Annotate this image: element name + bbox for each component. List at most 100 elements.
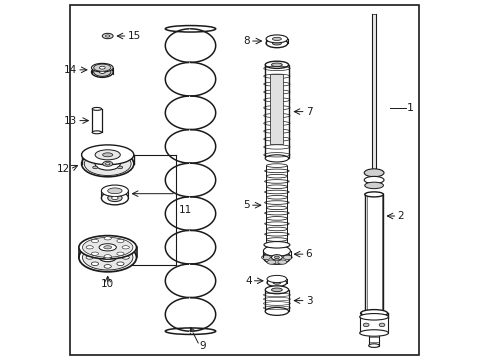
Ellipse shape <box>264 286 288 294</box>
Ellipse shape <box>94 68 111 76</box>
Ellipse shape <box>266 275 286 283</box>
Ellipse shape <box>263 246 290 256</box>
Ellipse shape <box>122 256 129 259</box>
Ellipse shape <box>360 310 387 317</box>
Ellipse shape <box>274 256 279 259</box>
Ellipse shape <box>364 192 383 197</box>
Ellipse shape <box>122 246 129 249</box>
Ellipse shape <box>266 251 275 255</box>
Ellipse shape <box>107 194 122 202</box>
Ellipse shape <box>92 108 102 111</box>
Ellipse shape <box>91 249 99 253</box>
Ellipse shape <box>264 155 288 162</box>
Ellipse shape <box>359 330 387 336</box>
Text: 4: 4 <box>244 276 251 286</box>
Ellipse shape <box>104 247 111 250</box>
Ellipse shape <box>81 151 134 177</box>
Text: 7: 7 <box>305 107 312 117</box>
Ellipse shape <box>79 236 136 259</box>
Ellipse shape <box>91 67 113 77</box>
Ellipse shape <box>283 255 292 260</box>
Text: 9: 9 <box>199 341 206 351</box>
Ellipse shape <box>105 163 110 165</box>
Ellipse shape <box>99 244 116 251</box>
Ellipse shape <box>95 150 120 160</box>
Ellipse shape <box>277 260 286 264</box>
Ellipse shape <box>117 249 124 253</box>
Ellipse shape <box>99 253 116 262</box>
Ellipse shape <box>364 182 383 189</box>
Ellipse shape <box>102 153 113 157</box>
Ellipse shape <box>107 188 122 194</box>
Ellipse shape <box>265 35 287 43</box>
Ellipse shape <box>102 33 113 39</box>
Ellipse shape <box>277 251 286 255</box>
Ellipse shape <box>86 246 93 249</box>
Ellipse shape <box>84 152 131 175</box>
Text: 12: 12 <box>57 164 70 174</box>
Text: 8: 8 <box>243 36 249 46</box>
Bar <box>266 166 287 245</box>
Text: 2: 2 <box>397 211 403 221</box>
Text: 11: 11 <box>179 205 192 215</box>
Bar <box>264 290 288 311</box>
Ellipse shape <box>359 314 387 320</box>
Ellipse shape <box>261 255 270 260</box>
Ellipse shape <box>79 243 136 272</box>
Ellipse shape <box>118 166 122 168</box>
Ellipse shape <box>271 288 282 292</box>
Ellipse shape <box>364 169 383 177</box>
Ellipse shape <box>99 71 105 73</box>
Text: 3: 3 <box>305 296 312 306</box>
Ellipse shape <box>91 239 99 243</box>
Ellipse shape <box>91 262 99 266</box>
Ellipse shape <box>91 63 113 72</box>
Ellipse shape <box>263 251 290 264</box>
Text: 15: 15 <box>127 31 141 41</box>
Ellipse shape <box>86 256 93 259</box>
Ellipse shape <box>102 161 113 166</box>
Ellipse shape <box>117 262 124 266</box>
Ellipse shape <box>104 265 111 268</box>
Ellipse shape <box>364 176 383 184</box>
Bar <box>368 317 379 346</box>
Text: 10: 10 <box>101 279 114 289</box>
Ellipse shape <box>105 35 110 37</box>
Text: 6: 6 <box>305 249 312 259</box>
Ellipse shape <box>117 239 124 243</box>
Text: 5: 5 <box>243 200 249 210</box>
Bar <box>92 109 102 132</box>
Ellipse shape <box>360 314 387 321</box>
Ellipse shape <box>264 307 288 315</box>
Bar <box>264 65 288 158</box>
Ellipse shape <box>92 131 102 134</box>
Bar <box>270 74 283 144</box>
Ellipse shape <box>82 245 133 270</box>
Text: 13: 13 <box>64 116 77 126</box>
Bar <box>364 194 383 313</box>
Ellipse shape <box>264 61 288 68</box>
Ellipse shape <box>117 252 124 255</box>
Ellipse shape <box>105 156 110 158</box>
Ellipse shape <box>266 260 275 264</box>
Ellipse shape <box>272 281 280 284</box>
Ellipse shape <box>265 39 287 48</box>
Ellipse shape <box>99 66 105 69</box>
Ellipse shape <box>103 246 111 249</box>
Ellipse shape <box>272 37 281 41</box>
Ellipse shape <box>266 279 286 287</box>
Ellipse shape <box>378 323 384 327</box>
Ellipse shape <box>94 64 111 71</box>
Ellipse shape <box>93 166 98 168</box>
Ellipse shape <box>101 191 128 205</box>
Ellipse shape <box>81 145 134 165</box>
Ellipse shape <box>111 197 118 199</box>
Ellipse shape <box>271 63 282 67</box>
Bar <box>359 317 387 333</box>
Ellipse shape <box>103 256 111 259</box>
Ellipse shape <box>95 158 120 170</box>
Ellipse shape <box>272 41 281 45</box>
Ellipse shape <box>271 255 282 260</box>
Text: 14: 14 <box>64 65 77 75</box>
Ellipse shape <box>91 252 99 255</box>
